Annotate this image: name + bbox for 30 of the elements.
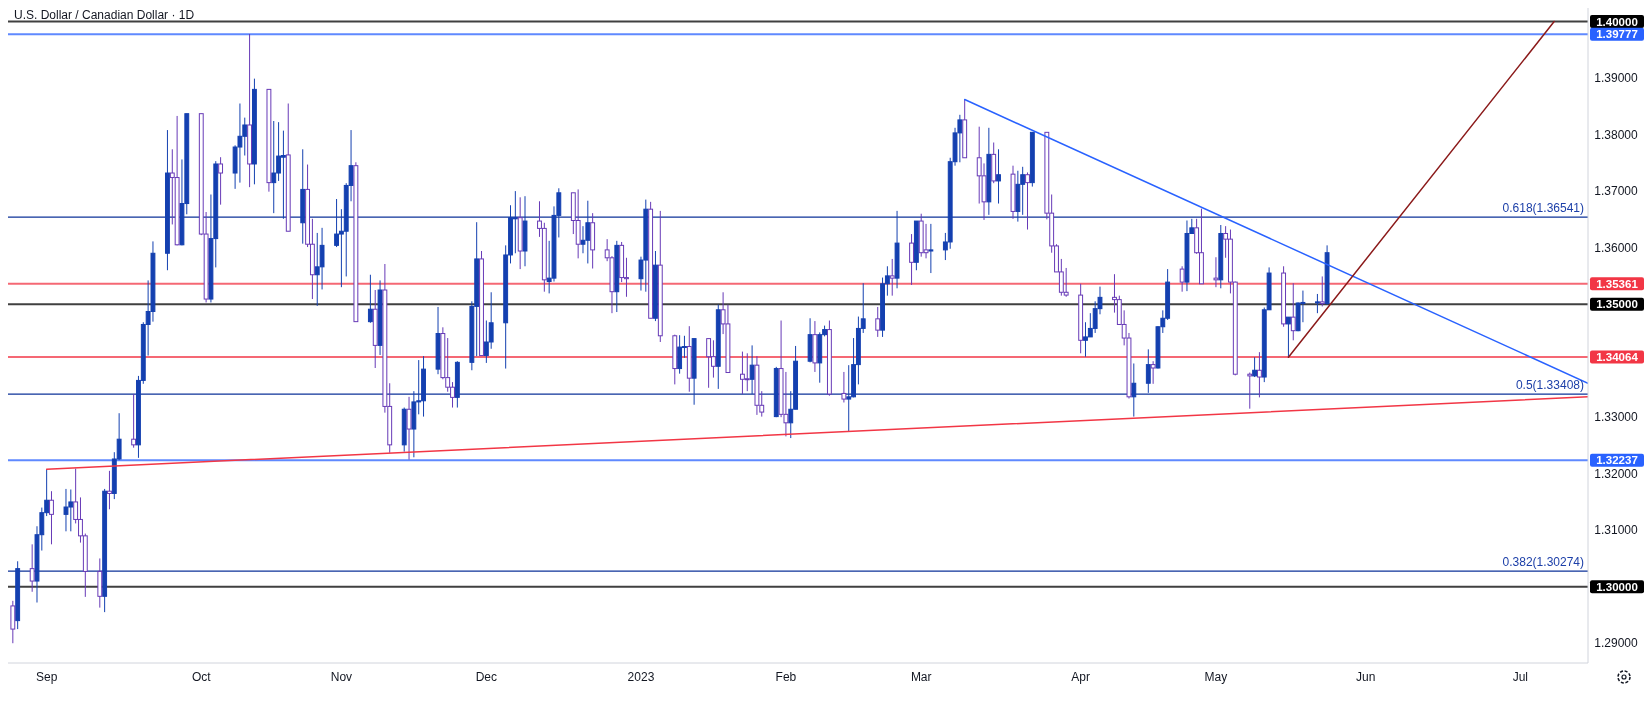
x-tick-label: Oct <box>191 670 212 684</box>
ref-line-label: 1.34064 <box>1596 351 1639 364</box>
y-tick-label: 1.31000 <box>1594 523 1639 538</box>
annotation: 0.5(1.33408) <box>1515 378 1584 393</box>
chart-title: U.S. Dollar / Canadian Dollar · 1D <box>14 8 195 22</box>
x-tick-label: Feb <box>775 670 797 684</box>
y-tick-label: 1.39000 <box>1594 71 1639 86</box>
annotation: 0.618(1.36541) <box>1502 201 1584 216</box>
ref-line-label: 1.35000 <box>1596 298 1638 311</box>
y-tick-label: 1.32000 <box>1594 466 1639 481</box>
y-tick-label: 1.33000 <box>1594 410 1639 425</box>
x-tick-label: Jul <box>1512 670 1529 684</box>
ref-line-label: 1.30000 <box>1596 580 1638 593</box>
y-tick-label: 1.38000 <box>1594 127 1639 142</box>
ref-line-label: 1.35361 <box>1596 277 1639 290</box>
x-tick-label: Dec <box>475 670 498 684</box>
x-tick-label: Jun <box>1356 670 1376 684</box>
y-tick-label: 1.36000 <box>1594 240 1639 255</box>
ref-line-label: 1.40000 <box>1596 15 1638 28</box>
ref-line-label: 1.32237 <box>1596 454 1638 467</box>
y-tick-label: 1.29000 <box>1594 636 1639 651</box>
x-tick-label: Nov <box>330 670 353 684</box>
x-tick-label: Apr <box>1071 670 1090 684</box>
y-tick-label: 1.37000 <box>1594 184 1639 199</box>
x-tick-label: 2023 <box>627 670 655 684</box>
x-tick-label: Mar <box>910 670 932 684</box>
annotation: 0.382(1.30274) <box>1502 555 1584 570</box>
ref-line-label: 1.39777 <box>1596 28 1638 41</box>
x-tick-label: May <box>1204 670 1228 684</box>
x-tick-label: Sep <box>35 670 58 684</box>
